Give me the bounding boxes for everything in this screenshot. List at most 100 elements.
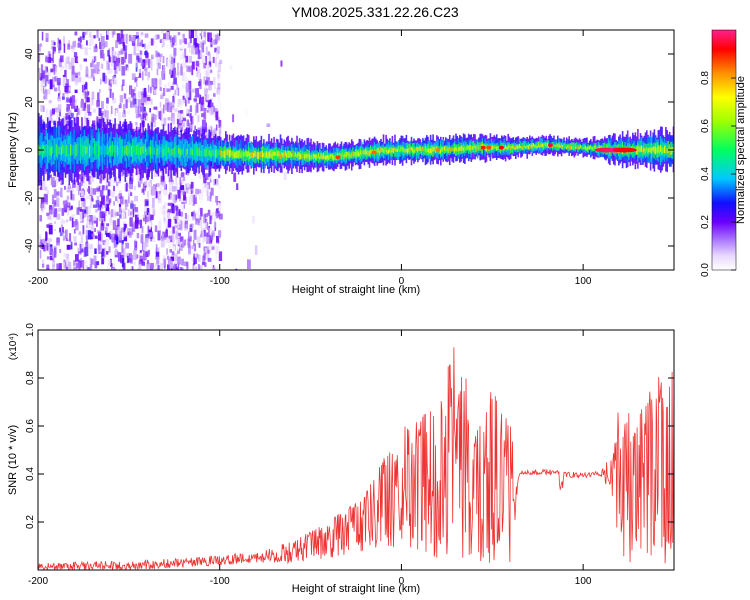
noise-speckle (147, 249, 150, 256)
noise-speckle (123, 262, 126, 270)
noise-speckle (98, 108, 102, 116)
noise-speckle (44, 170, 47, 175)
noise-speckle (101, 228, 104, 234)
noise-speckle (110, 80, 113, 87)
ridge-cell (316, 154, 319, 159)
ridge-cell (521, 143, 523, 150)
ridge-cell (301, 153, 303, 160)
noise-speckle (106, 201, 109, 212)
noise-speckle (134, 220, 139, 229)
noise-speckle (205, 253, 210, 261)
noise-speckle (86, 188, 90, 192)
noise-speckle (212, 216, 217, 222)
snr-yscale-note: (x10⁴) (8, 333, 19, 360)
noise-speckle (140, 32, 144, 36)
noise-speckle (172, 118, 175, 125)
noise-speckle (107, 266, 110, 270)
noise-speckle (215, 196, 219, 203)
noise-speckle (100, 112, 104, 120)
noise-speckle (88, 171, 92, 177)
noise-speckle (115, 225, 120, 230)
noise-speckle (197, 43, 200, 54)
noise-speckle (216, 33, 220, 41)
noise-speckle (166, 57, 168, 67)
ridge-cell (537, 143, 540, 148)
noise-speckle (106, 30, 109, 36)
ridge-cell (258, 152, 260, 159)
noise-speckle (94, 235, 98, 239)
ridge-cell (395, 148, 397, 153)
noise-speckle (188, 189, 191, 195)
noise-speckle (96, 30, 99, 38)
ridge-cell (492, 145, 494, 150)
noise-speckle (70, 112, 74, 119)
noise-speckle (107, 189, 110, 196)
noise-speckle (155, 263, 158, 270)
noise-speckle (213, 93, 216, 97)
spectrogram-ylabel: Frequency (Hz) (7, 112, 19, 188)
noise-speckle (196, 236, 201, 245)
noise-speckle (115, 248, 118, 255)
noise-speckle (208, 60, 212, 68)
ridge-cell (330, 154, 333, 158)
noise-speckle (120, 50, 123, 55)
noise-speckle (59, 109, 61, 117)
noise-speckle (74, 99, 77, 109)
noise-speckle (216, 46, 220, 54)
ridge-cell (381, 148, 383, 152)
noise-speckle (83, 83, 86, 90)
noise-speckle (159, 111, 162, 119)
ridge-cell (366, 150, 368, 155)
noise-speckle (90, 248, 94, 254)
noise-speckle (197, 62, 201, 71)
noise-speckle (64, 69, 67, 80)
noise-speckle (62, 226, 64, 233)
ridge-cell (353, 152, 356, 157)
noise-speckle (164, 103, 168, 111)
noise-speckle (74, 72, 78, 81)
noise-speckle (124, 84, 127, 92)
noise-speckle (130, 192, 133, 196)
noise-speckle (121, 66, 126, 76)
noise-speckle (184, 224, 188, 231)
ridge-cell (68, 144, 71, 154)
noise-speckle (134, 195, 138, 202)
ridge-cell (306, 153, 308, 159)
noise-speckle (49, 246, 53, 255)
noise-speckle (111, 185, 114, 193)
noise-speckle (210, 104, 215, 115)
ridge-cell (586, 147, 588, 151)
ridge-cell (517, 145, 520, 150)
noise-speckle (101, 218, 104, 228)
noise-speckle (131, 223, 136, 232)
noise-speckle (188, 69, 190, 74)
noise-speckle (133, 185, 136, 191)
noise-speckle (172, 207, 175, 214)
noise-speckle (107, 260, 111, 266)
noise-speckle (48, 225, 53, 235)
ridge-cell (324, 155, 326, 160)
ridge-hotspot (435, 148, 441, 152)
noise-speckle (155, 111, 158, 116)
ridge-cell (358, 152, 361, 157)
noise-speckle (184, 85, 187, 90)
noise-speckle (139, 39, 143, 47)
noise-speckle (171, 170, 174, 177)
noise-speckle (123, 58, 126, 63)
ridge-cell (665, 145, 667, 154)
noise-speckle (99, 178, 102, 184)
noise-speckle (109, 231, 112, 237)
noise-speckle (177, 62, 180, 71)
noise-speckle (92, 108, 96, 113)
ridge-cell (356, 151, 358, 157)
noise-speckle (43, 123, 48, 128)
noise-speckle (114, 212, 117, 216)
noise-speckle (202, 236, 204, 244)
ridge-cell (250, 152, 252, 159)
ridge-cell (467, 146, 470, 150)
noise-speckle (80, 260, 85, 270)
noise-speckle (109, 68, 113, 74)
noise-speckle (99, 211, 104, 219)
noise-speckle (169, 54, 173, 63)
noise-speckle (106, 97, 109, 104)
